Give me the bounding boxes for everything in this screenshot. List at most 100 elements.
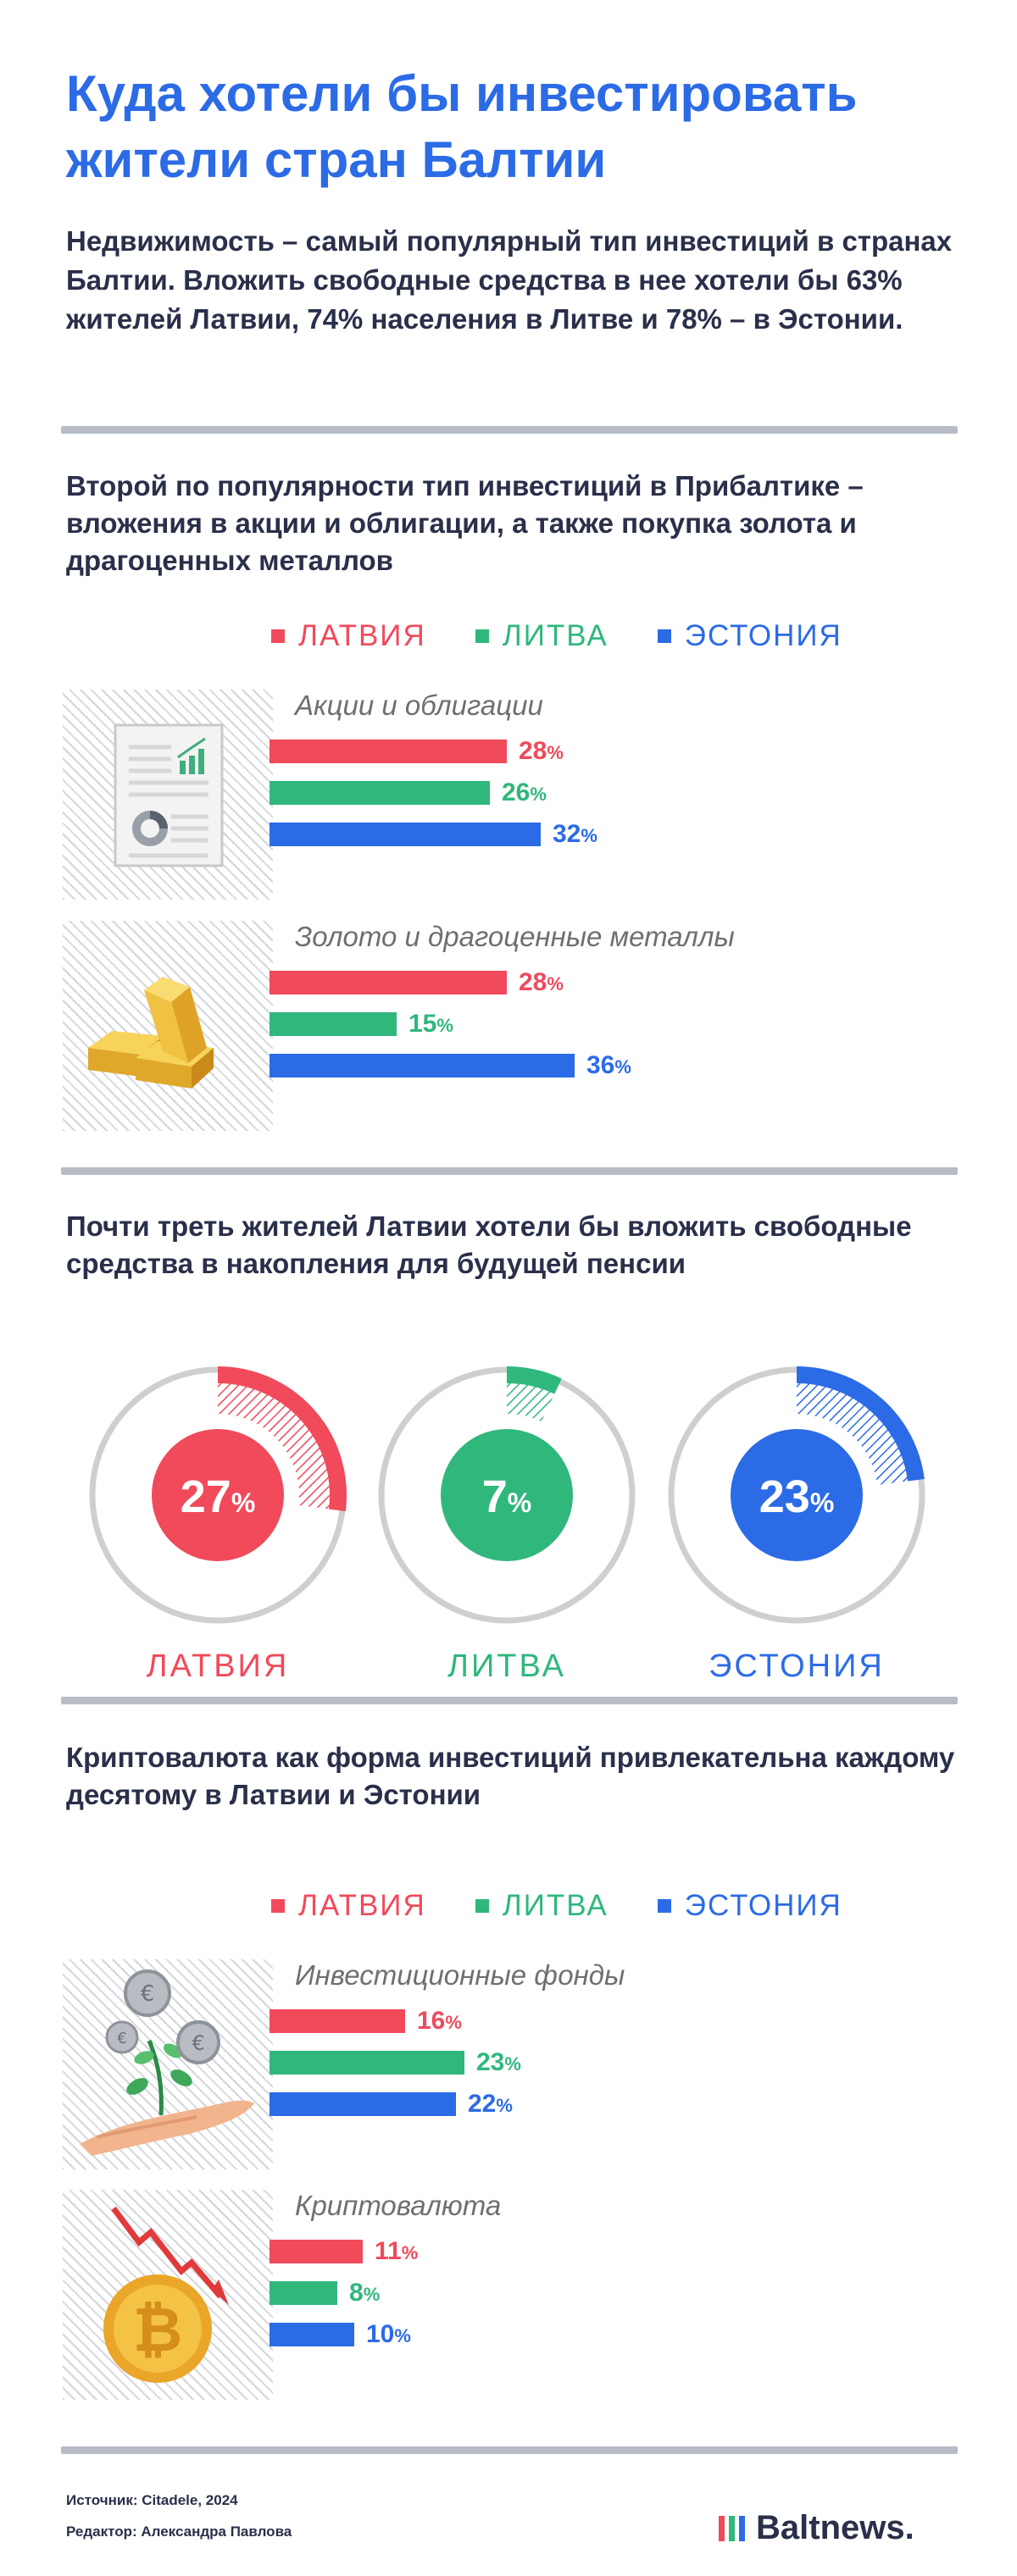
- donut-value-unit: %: [231, 1487, 255, 1518]
- bar-value-number: 16: [417, 2007, 446, 2035]
- bar-value-number: 28: [519, 968, 547, 996]
- legend-item: ЭСТОНИЯ: [657, 619, 842, 653]
- brand-bars-icon: [719, 2515, 749, 2541]
- bar: [270, 1054, 575, 1077]
- bar-value-unit: %: [547, 742, 564, 763]
- bar-value-number: 26: [502, 778, 531, 806]
- donut-value-number: 7: [482, 1471, 508, 1522]
- divider: [61, 2446, 958, 2454]
- legend-swatch: [657, 1899, 671, 1913]
- brand-logo: Baltnews.: [719, 2509, 914, 2547]
- report-document-icon: [63, 690, 273, 900]
- bar-value-label: 15%: [408, 1010, 453, 1039]
- bar-group-label: Инвестиционные фонды: [295, 1959, 625, 1991]
- bar: [270, 2281, 337, 2305]
- bar-group-label: Золото и драгоценные металлы: [295, 921, 735, 952]
- bar-value-number: 28: [519, 737, 547, 765]
- gold-bars-icon: [63, 921, 273, 1131]
- bar: [270, 1012, 397, 1036]
- donut-value-number: 23: [759, 1471, 810, 1522]
- bar: [270, 740, 507, 763]
- legend-swatch: [475, 629, 489, 643]
- legend-item: ЛАТВИЯ: [271, 1889, 426, 1923]
- legend-label: ЭСТОНИЯ: [684, 619, 842, 652]
- donut-slice-band: [506, 1366, 562, 1394]
- bar-value-number: 22: [468, 2090, 497, 2118]
- bar: [270, 781, 490, 805]
- svg-text:€: €: [192, 2031, 204, 2055]
- donut-chart: 7%: [378, 1366, 636, 1624]
- legend: ЛАТВИЯ ЛИТВА ЭСТОНИЯ: [271, 619, 915, 653]
- donut-country-label: ЭСТОНИЯ: [709, 1648, 885, 1684]
- donut-slice-band: [217, 1366, 347, 1512]
- legend-label: ЛАТВИЯ: [298, 1889, 426, 1922]
- bitcoin-falling-icon: ₿: [63, 2190, 273, 2400]
- bar: [270, 2092, 456, 2116]
- donut-value-label: 27%: [181, 1471, 256, 1522]
- bar-row: 16%: [270, 2007, 462, 2035]
- legend-item: ЛИТВА: [475, 1889, 609, 1923]
- legend-label: ЛИТВА: [502, 1889, 609, 1922]
- donut-value-number: 27: [181, 1471, 231, 1522]
- bar-group: Акции и облигации 28% 26% 32%: [59, 690, 958, 910]
- bar-row: 36%: [270, 1051, 631, 1079]
- donut: 23% ЭСТОНИЯ: [665, 1364, 928, 1685]
- bar-value-number: 32: [553, 820, 581, 848]
- section-title-stocks-gold: Второй по популярности тип инвестиций в …: [66, 470, 864, 576]
- donut-value-label: 7%: [482, 1471, 532, 1522]
- bar-value-number: 8: [349, 2279, 364, 2307]
- bar-value-unit: %: [363, 2284, 381, 2305]
- bar-value-label: 8%: [349, 2279, 380, 2307]
- svg-text:€: €: [117, 2030, 126, 2047]
- bar-value-label: 22%: [468, 2090, 513, 2119]
- legend-swatch: [657, 629, 671, 643]
- legend-label: ЭСТОНИЯ: [684, 1889, 842, 1922]
- legend-label: ЛАТВИЯ: [298, 619, 426, 652]
- coins-plant-hand-icon: € € €: [63, 1959, 273, 2169]
- bar: [270, 2051, 464, 2075]
- bar-value-unit: %: [547, 973, 564, 994]
- divider: [61, 1697, 958, 1704]
- bar-value-unit: %: [530, 784, 547, 805]
- bar-value-unit: %: [496, 2095, 513, 2116]
- bar-value-label: 10%: [366, 2320, 411, 2349]
- legend-label: ЛИТВА: [502, 619, 609, 652]
- bar-row: 22%: [270, 2090, 513, 2119]
- bar-value-unit: %: [445, 2012, 462, 2033]
- bar-value-number: 36: [586, 1051, 615, 1079]
- bar-row: 28%: [270, 737, 564, 766]
- bar-value-unit: %: [581, 825, 597, 846]
- bar-group-label: Акции и облигации: [295, 690, 543, 721]
- bar: [270, 971, 507, 994]
- bar-group: Золото и драгоценные металлы 28% 15% 36%: [59, 921, 958, 1141]
- lead-paragraph: Недвижимость – самый популярный тип инве…: [66, 225, 953, 335]
- brand-name: Baltnews.: [756, 2509, 914, 2546]
- bar-value-number: 15: [408, 1010, 437, 1038]
- legend: ЛАТВИЯ ЛИТВА ЭСТОНИЯ: [271, 1889, 915, 1923]
- bar-value-unit: %: [394, 2325, 411, 2346]
- donut-slice: [797, 1366, 925, 1485]
- bar-group: ₿ Криптовалюта 11% 8% 10%: [59, 2190, 958, 2410]
- donut-country-label: ЛАТВИЯ: [146, 1648, 290, 1684]
- svg-text:₿: ₿: [133, 2294, 183, 2365]
- legend-swatch: [271, 629, 285, 643]
- donut-country-label: ЛИТВА: [447, 1648, 566, 1684]
- section-title-pension: Почти треть жителей Латвии хотели бы вло…: [66, 1210, 912, 1279]
- donut-slice: [218, 1366, 347, 1512]
- divider: [61, 1167, 958, 1175]
- bar-group: € € € Инвестиционные фонды 16% 23% 22%: [59, 1959, 958, 2180]
- legend-swatch: [271, 1899, 285, 1913]
- bar-value-label: 28%: [519, 737, 564, 766]
- legend-item: ЛАТВИЯ: [271, 619, 426, 653]
- legend-swatch: [475, 1899, 489, 1913]
- donut-center: [731, 1429, 863, 1561]
- svg-text:€: €: [141, 1981, 155, 2007]
- donut-center: [441, 1429, 573, 1561]
- legend-item: ЭСТОНИЯ: [657, 1889, 842, 1923]
- donut-slice-band: [796, 1366, 925, 1482]
- bar-value-number: 23: [476, 2048, 505, 2076]
- bar-value-number: 10: [366, 2320, 395, 2348]
- bar: [270, 823, 541, 846]
- bar-row: 26%: [270, 778, 547, 806]
- bar-group-label: Криптовалюта: [295, 2190, 502, 2221]
